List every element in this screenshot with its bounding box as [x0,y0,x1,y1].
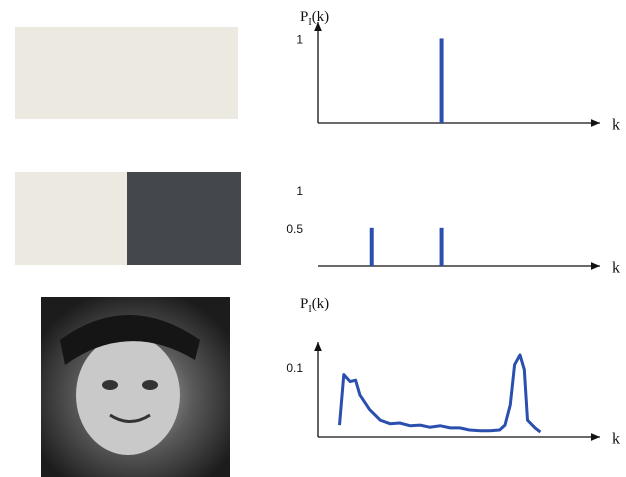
uniform-swatch [15,27,238,119]
y-axis-label: PI(k) [300,9,329,28]
y-tick-label: 1 [296,184,303,198]
bar [440,228,444,266]
y-tick-label: 0.5 [286,222,303,236]
y-axis-label-part: P [300,296,308,312]
x-axis-label: k [612,431,620,448]
y-axis-label: PI(k) [300,296,329,315]
y-tick-label: 0.1 [286,361,303,375]
x-axis-label: k [612,260,620,277]
histogram-line [340,355,541,432]
light-swatch [15,172,127,265]
bar [440,38,444,123]
photo [41,297,230,477]
y-tick-label: 1 [296,33,303,47]
y-axis-label-part: (k) [312,296,330,312]
x-axis-label: k [612,117,620,134]
dark-swatch [127,172,241,265]
figure: k PI(k) 1 k 1 0.5 k PI(k) 0.1 [0,0,626,477]
y-axis-label-part: (k) [312,9,330,25]
bar [370,228,374,266]
y-axis-label-part: P [300,9,308,25]
